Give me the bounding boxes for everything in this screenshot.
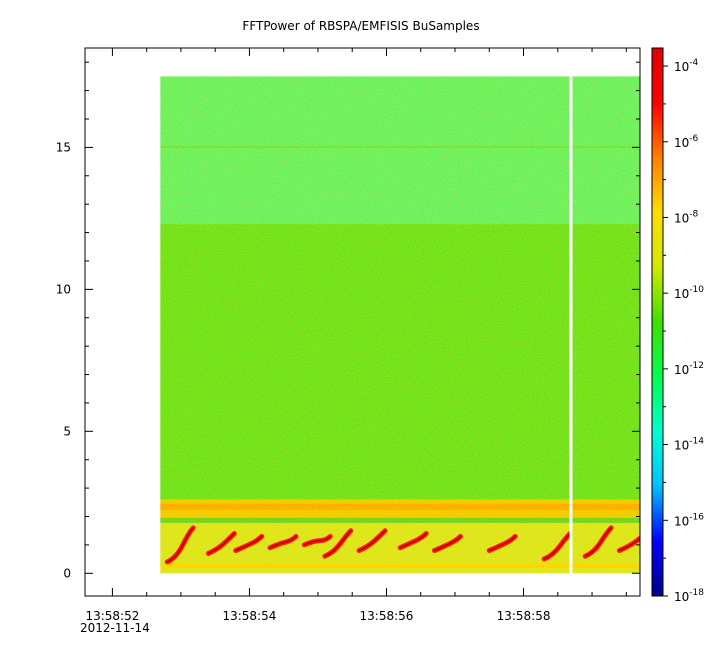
colorbar-tick-label: 10-10: [674, 285, 704, 301]
chorus-burst-core-10: [543, 532, 572, 561]
data-gap: [569, 75, 573, 575]
colorbar-tick-label: 10-8: [674, 209, 699, 225]
x-tick-label: 13:58:52: [85, 609, 139, 623]
colorbar-tick-label: 10-14: [674, 437, 704, 453]
chorus-burst-core-1: [207, 532, 236, 555]
band-0: [160, 76, 640, 225]
colorbar-gradient: [651, 47, 664, 597]
x-tick-label: 13:58:54: [222, 609, 276, 623]
chorus-burst-core-12: [618, 537, 640, 552]
band-line-0_3: [160, 563, 640, 568]
chorus-burst-core-7: [399, 532, 428, 549]
x-axis: 13:58:52 13:58:54 13:58:56 13:58:58: [85, 48, 627, 623]
band-line-2: [160, 503, 640, 510]
y-tick-label: 10: [56, 282, 71, 296]
colorbar-tick-label: 10-4: [674, 58, 699, 74]
colorbar: 10-4 10-6 10-8 10-10 10-12 10-14 10-16 10-18: [651, 47, 704, 604]
x-tick-label: 13:58:56: [360, 609, 414, 623]
colorbar-tick-label: 10-16: [674, 512, 704, 528]
chorus-burst-core-3: [269, 535, 297, 549]
band-1: [160, 224, 640, 500]
colorbar-tick-label: 10-18: [674, 588, 704, 604]
chorus-burst-core-4: [303, 535, 332, 546]
spectrogram-plot-area: [160, 75, 640, 575]
chorus-burst-core-9: [488, 535, 517, 552]
chorus-burst-core-11: [584, 526, 613, 558]
colorbar-tick-label: 10-6: [674, 134, 699, 150]
y-tick-label: 15: [56, 140, 71, 154]
chorus-burst-core-2: [234, 535, 263, 552]
y-axis: 0 5 10 15: [56, 61, 640, 580]
y-tick-label: 0: [63, 566, 71, 580]
band-line-1_9: [160, 517, 640, 523]
chorus-burst-core-0: [166, 526, 195, 563]
chorus-burst-core-6: [358, 529, 387, 552]
chorus-burst-core-8: [433, 535, 462, 552]
band-line-15: [160, 145, 640, 148]
plot-frame: [84, 47, 641, 597]
chorus-burst-core-5: [323, 529, 352, 558]
chart-title: FFTPower of RBSPA/EMFISIS BuSamples: [242, 19, 479, 33]
colorbar-tick-label: 10-12: [674, 361, 704, 377]
x-tick-label: 13:58:58: [497, 609, 551, 623]
y-tick-label: 5: [63, 424, 71, 438]
x-date-label: 2012-11-14: [80, 621, 150, 635]
